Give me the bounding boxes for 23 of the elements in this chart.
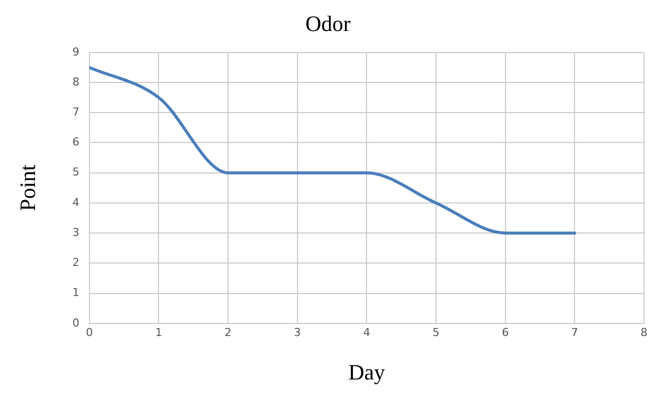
y-tick-label: 6 bbox=[72, 136, 80, 149]
y-axis-title: Point bbox=[14, 164, 40, 212]
y-tick-label: 9 bbox=[72, 45, 80, 58]
x-tick-label: 2 bbox=[224, 326, 232, 339]
y-tick-label: 2 bbox=[72, 256, 80, 270]
y-tick-label: 3 bbox=[72, 226, 80, 239]
x-tick-label: 0 bbox=[86, 326, 93, 339]
y-tick-label: 4 bbox=[72, 196, 80, 209]
y-tick-label: 8 bbox=[72, 75, 80, 88]
x-tick-label: 1 bbox=[155, 326, 162, 339]
y-tick-label: 7 bbox=[72, 105, 80, 118]
y-tick-label: 5 bbox=[72, 166, 80, 179]
x-tick-label: 8 bbox=[640, 326, 648, 339]
y-tick-label: 1 bbox=[72, 286, 80, 300]
x-tick-label: 5 bbox=[432, 326, 440, 339]
x-axis-title: Day bbox=[348, 360, 386, 385]
x-tick-label: 6 bbox=[502, 326, 509, 339]
chart-title: Odor bbox=[305, 10, 352, 36]
x-tick-label: 3 bbox=[294, 326, 301, 339]
y-tick-label: 0 bbox=[72, 316, 80, 330]
line-series bbox=[89, 66, 576, 235]
x-tick-label: 7 bbox=[571, 326, 578, 339]
x-tick-label: 4 bbox=[363, 326, 370, 339]
